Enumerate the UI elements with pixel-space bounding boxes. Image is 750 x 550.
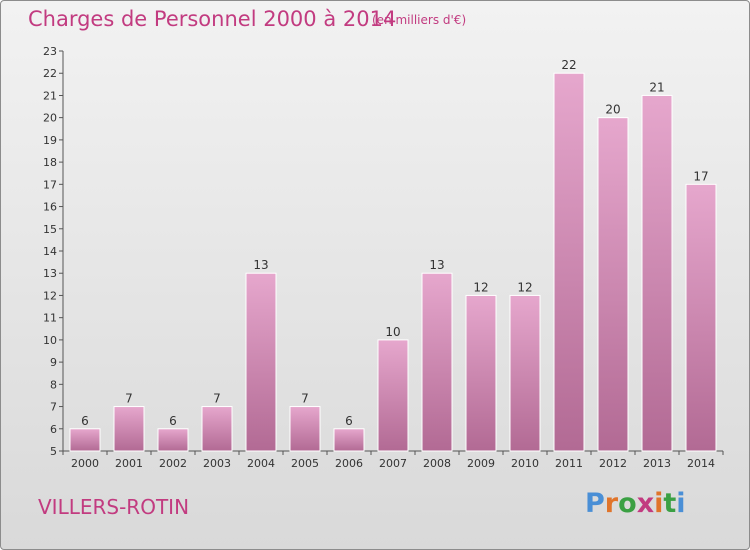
x-tick-label: 2003 <box>203 457 231 470</box>
bar <box>509 294 541 452</box>
y-tick-label: 16 <box>43 201 57 214</box>
bar <box>289 406 321 452</box>
data-label: 7 <box>125 392 133 406</box>
x-tick-label: 2005 <box>291 457 319 470</box>
y-tick-label: 12 <box>43 289 57 302</box>
data-label: 6 <box>81 414 89 428</box>
proxiti-logo[interactable]: Proxiti <box>585 488 686 519</box>
x-tick-label: 2002 <box>159 457 187 470</box>
logo-letter: P <box>585 488 605 519</box>
data-label: 17 <box>693 169 708 183</box>
bar <box>597 117 629 452</box>
bar <box>113 406 145 452</box>
x-tick-label: 2006 <box>335 457 363 470</box>
y-tick-label: 13 <box>43 267 57 280</box>
y-tick-label: 15 <box>43 223 57 236</box>
x-tick-label: 2013 <box>643 457 671 470</box>
x-tick-label: 2010 <box>511 457 539 470</box>
x-tick-label: 2014 <box>687 457 715 470</box>
y-tick-label: 23 <box>43 45 57 58</box>
x-tick-label: 2001 <box>115 457 143 470</box>
bar <box>377 339 409 452</box>
data-label: 10 <box>385 325 400 339</box>
bar <box>465 294 497 452</box>
bar <box>245 272 277 452</box>
x-tick-label: 2008 <box>423 457 451 470</box>
y-tick-label: 17 <box>43 178 57 191</box>
bar <box>201 406 233 452</box>
data-label: 6 <box>345 414 353 428</box>
chart-axes: 5 6 7 8 9 10 11 12 13 14 15 16 17 18 19 20 21 22 23 2000 200… <box>43 45 724 470</box>
logo-letter: r <box>604 488 619 519</box>
y-tick-label: 14 <box>43 245 57 258</box>
data-label: 13 <box>253 258 268 272</box>
logo-letter: t <box>663 488 677 519</box>
y-tick-label: 22 <box>43 67 57 80</box>
y-tick-label: 7 <box>50 401 57 414</box>
data-label: 20 <box>605 103 620 117</box>
bar <box>641 94 673 452</box>
data-label: 12 <box>517 280 532 294</box>
data-label: 7 <box>213 392 221 406</box>
x-tick-label: 2011 <box>555 457 583 470</box>
data-label: 6 <box>169 414 177 428</box>
data-label: 13 <box>429 258 444 272</box>
chart-title: Charges de Personnel 2000 à 2014 <box>28 7 397 31</box>
bar <box>69 428 101 452</box>
bar <box>685 183 717 452</box>
x-tick-label: 2012 <box>599 457 627 470</box>
logo-letter: i <box>654 488 664 519</box>
logo-letter: i <box>676 488 686 519</box>
y-tick-label: 19 <box>43 134 57 147</box>
x-tick-label: 2007 <box>379 457 407 470</box>
y-tick-label: 20 <box>43 112 57 125</box>
x-tick-label: 2009 <box>467 457 495 470</box>
y-tick-label: 8 <box>50 378 57 391</box>
y-tick-label: 21 <box>43 89 57 102</box>
y-tick-label: 9 <box>50 356 57 369</box>
x-tick-label: 2000 <box>71 457 99 470</box>
x-tick-label: 2004 <box>247 457 275 470</box>
y-tick-label: 10 <box>43 334 57 347</box>
chart-subtitle: (en milliers d'€) <box>372 13 467 27</box>
bar <box>553 72 585 452</box>
data-label: 12 <box>473 280 488 294</box>
bar <box>421 272 453 452</box>
commune-name: VILLERS-ROTIN <box>38 495 190 519</box>
data-label: 7 <box>301 392 309 406</box>
logo-letter: x <box>636 488 655 519</box>
bar <box>157 428 189 452</box>
logo-letter: o <box>618 488 637 519</box>
y-tick-label: 11 <box>43 312 57 325</box>
chart-data-labels: 6 7 6 7 13 7 6 10 13 12 12 22 20 21 17 <box>81 58 708 428</box>
data-label: 22 <box>561 58 576 72</box>
chart-bars <box>69 72 717 452</box>
y-tick-label: 5 <box>50 445 57 458</box>
bar <box>333 428 365 452</box>
y-tick-label: 6 <box>50 423 57 436</box>
data-label: 21 <box>649 80 664 94</box>
y-tick-label: 18 <box>43 156 57 169</box>
